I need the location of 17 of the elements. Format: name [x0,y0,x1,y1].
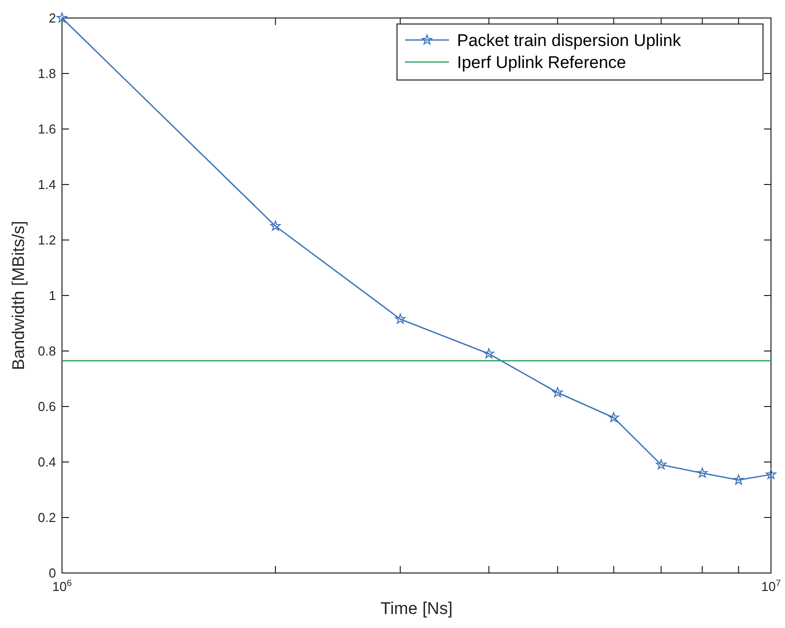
legend-label: Packet train dispersion Uplink [457,30,682,50]
y-tick-label: 0.4 [38,454,56,470]
y-tick-label: 0.8 [38,344,56,359]
y-tick-label: 1.6 [38,122,56,137]
y-tick-label: 1 [48,288,56,304]
y-tick-label: 0 [48,566,56,581]
y-tick-label: 0.6 [38,399,56,414]
y-tick-label: 0.2 [38,510,56,526]
y-tick-label: 1.4 [38,177,56,192]
y-tick-label: 1.8 [38,66,56,82]
legend-label: Iperf Uplink Reference [457,52,626,72]
x-tick-label: 10$^{6}$ [52,578,72,594]
y-axis-title: Bandwidth [MBits/s] [9,220,28,370]
y-tick-label: 1.2 [38,232,56,248]
x-tick-label: 10$^{7}$ [761,578,781,594]
y-tick-label: 2 [48,10,56,26]
x-axis-title: Time [Ns] [380,599,453,618]
